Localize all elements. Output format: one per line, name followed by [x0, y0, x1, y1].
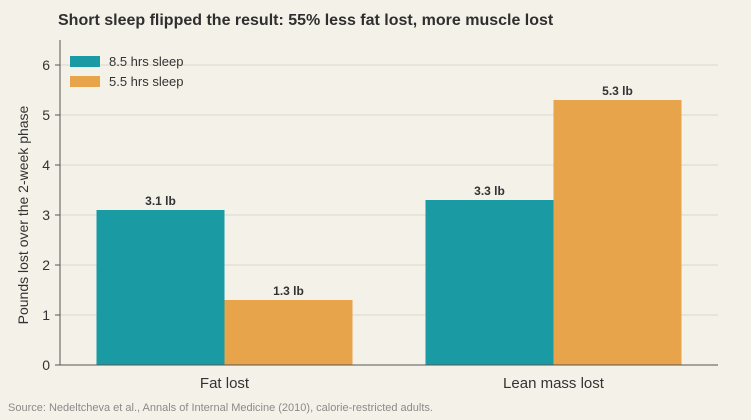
y-tick-label: 6	[42, 57, 50, 73]
data-label: 3.1 lb	[145, 194, 176, 208]
data-labels: 3.1 lb 1.3 lb 3.3 lb 5.3 lb	[145, 84, 633, 298]
legend-swatch-series-2	[70, 75, 100, 87]
data-label: 1.3 lb	[273, 284, 304, 298]
y-tick-label: 4	[42, 157, 50, 173]
bar-2-2	[553, 100, 682, 365]
x-tick-label: Lean mass lost	[503, 375, 605, 392]
y-tick-label: 5	[42, 107, 50, 123]
legend-swatch-series-1	[70, 55, 100, 67]
legend-label-series-1: 8.5 hrs sleep	[109, 53, 184, 69]
bar-2-1	[224, 300, 353, 365]
data-label: 5.3 lb	[602, 84, 633, 98]
y-tick-label: 0	[42, 357, 50, 373]
bar-1-1	[96, 210, 225, 365]
source-note: Source: Nedeltcheva et al., Annals of In…	[8, 402, 433, 414]
axes: 0 1 2 3 4 5 6 Fat lost Lean mass lost	[42, 40, 718, 392]
y-tick-label: 1	[42, 307, 50, 323]
legend-item-series-1: 8.5 hrs sleep	[70, 51, 183, 71]
legend-item-series-2: 5.5 hrs sleep	[70, 71, 183, 91]
chart-title: Short sleep flipped the result: 55% less…	[58, 12, 554, 29]
x-tick-label: Fat lost	[200, 375, 250, 392]
legend: 8.5 hrs sleep 5.5 hrs sleep	[70, 51, 183, 91]
legend-label-series-2: 5.5 hrs sleep	[109, 73, 184, 89]
y-tick-label: 3	[42, 207, 50, 223]
y-tick-label: 2	[42, 257, 50, 273]
bar-1-2	[425, 200, 554, 365]
data-label: 3.3 lb	[474, 184, 505, 198]
bars	[96, 100, 682, 365]
